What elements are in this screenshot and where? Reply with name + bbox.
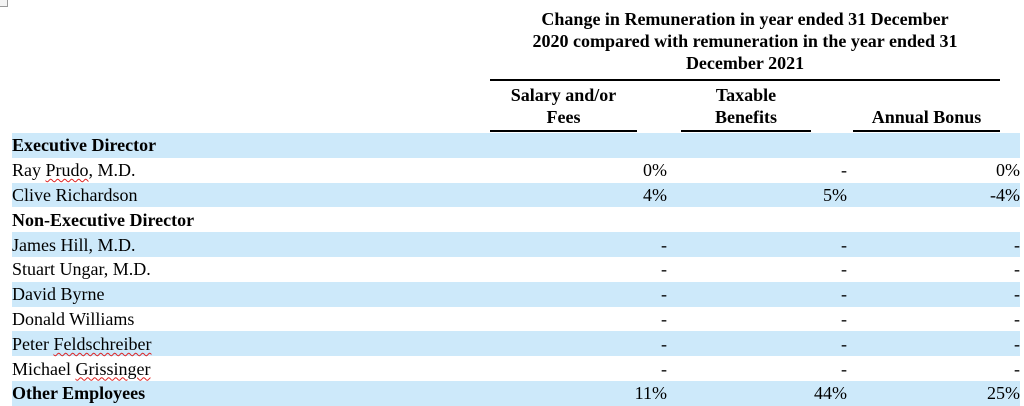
table-row: Stuart Ungar, M.D. - - - xyxy=(12,257,1020,282)
section-row-non-executive: Non-Executive Director xyxy=(12,207,1020,232)
cell-bonus: - xyxy=(1014,358,1020,379)
spellcheck-flagged-word: Grissinger xyxy=(75,358,151,379)
cell-bonus: - xyxy=(847,281,1020,307)
section-label-executive: Executive Director xyxy=(12,133,490,158)
cell-salary: 11% xyxy=(490,380,667,406)
cell-bonus: 25% xyxy=(847,380,1020,406)
cell-salary: - xyxy=(661,308,667,329)
row-name: Donald Williams xyxy=(12,308,135,329)
spellcheck-flagged-word: Feldschreiber xyxy=(53,333,152,354)
group-header: Change in Remuneration in year ended 31 … xyxy=(490,8,1000,74)
table-row: Ray Prudo, M.D. 0% - 0% xyxy=(12,158,1020,183)
group-header-line-2: 2020 compared with remuneration in the y… xyxy=(532,31,958,51)
cell-salary: - xyxy=(490,331,667,357)
group-header-rule xyxy=(490,79,1000,81)
row-name: Peter Feldschreiber xyxy=(12,331,490,357)
cell-taxable: - xyxy=(841,160,847,181)
table-row: Michael Grissinger - - - xyxy=(12,356,1020,381)
cell-salary: - xyxy=(490,232,667,257)
row-name: James Hill, M.D. xyxy=(12,232,490,257)
cell-salary: - xyxy=(661,358,667,379)
col-header-salary-line-2: Fees xyxy=(546,107,581,127)
spellcheck-flagged-word: Prudo xyxy=(45,160,89,181)
table-row: Peter Feldschreiber - - - xyxy=(12,331,1020,357)
col-rule-bonus xyxy=(853,130,1000,132)
cell-taxable: 5% xyxy=(667,182,847,208)
table-row: Clive Richardson 4% 5% -4% xyxy=(12,182,1020,208)
col-header-salary-line-1: Salary and/or xyxy=(510,85,617,105)
table-row: David Byrne - - - xyxy=(12,281,1020,307)
col-header-taxable-line-1: Taxable xyxy=(715,85,777,105)
row-name: Ray Prudo, M.D. xyxy=(12,160,136,181)
row-name: Stuart Ungar, M.D. xyxy=(12,259,151,280)
cell-salary: - xyxy=(661,259,667,280)
row-name: David Byrne xyxy=(12,281,490,307)
col-header-salary: Salary and/or Fees xyxy=(490,84,637,128)
cell-taxable: - xyxy=(841,358,847,379)
cell-bonus: - xyxy=(847,331,1020,357)
col-rule-salary xyxy=(490,130,637,132)
cell-bonus: - xyxy=(847,232,1020,257)
group-header-line-1: Change in Remuneration in year ended 31 … xyxy=(541,9,949,29)
col-header-bonus-line-1: Annual Bonus xyxy=(871,107,982,127)
group-header-line-3: December 2021 xyxy=(685,53,805,73)
col-header-bonus: Annual Bonus xyxy=(853,106,1000,128)
cell-taxable: - xyxy=(667,331,847,357)
col-rule-taxable xyxy=(681,130,811,132)
col-header-taxable-line-2: Benefits xyxy=(715,107,777,127)
table-row-other-employees: Other Employees 11% 44% 25% xyxy=(12,380,1020,406)
table-row: Donald Williams - - - xyxy=(12,307,1020,332)
row-name: Clive Richardson xyxy=(12,182,490,208)
cell-bonus: - xyxy=(1014,308,1020,329)
cell-taxable: - xyxy=(667,281,847,307)
cell-taxable: 44% xyxy=(667,380,847,406)
cell-taxable: - xyxy=(667,232,847,257)
window-corner-mark xyxy=(0,0,8,7)
row-name: Michael Grissinger xyxy=(12,358,151,379)
table-row: James Hill, M.D. - - - xyxy=(12,232,1020,257)
cell-salary: 4% xyxy=(490,182,667,208)
section-row-executive: Executive Director xyxy=(12,133,1020,158)
col-header-taxable: Taxable Benefits xyxy=(681,84,811,128)
section-label-non-executive: Non-Executive Director xyxy=(12,209,195,230)
cell-taxable: - xyxy=(841,308,847,329)
remuneration-table: Executive Director Ray Prudo, M.D. 0% - … xyxy=(12,133,1020,406)
cell-taxable: - xyxy=(841,259,847,280)
cell-salary: 0% xyxy=(643,160,667,181)
row-name: Other Employees xyxy=(12,380,490,406)
cell-salary: - xyxy=(490,281,667,307)
cell-bonus: 0% xyxy=(996,160,1020,181)
cell-bonus: -4% xyxy=(847,182,1020,208)
cell-bonus: - xyxy=(1014,259,1020,280)
